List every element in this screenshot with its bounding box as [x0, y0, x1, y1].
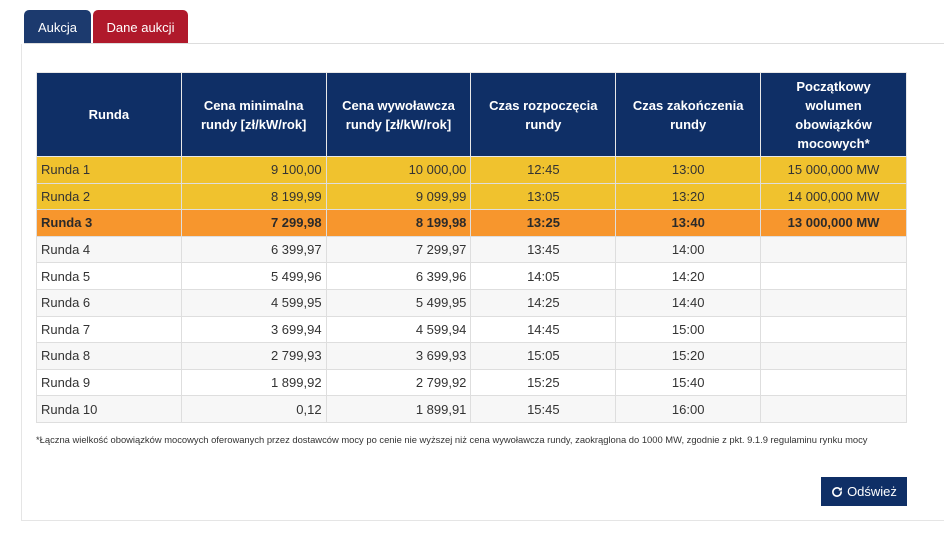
cell-wolumen: 14 000,000 MW	[760, 182, 907, 211]
cell-wolumen	[760, 342, 907, 370]
cell-runda: Runda 1	[36, 156, 182, 184]
refresh-button-label: Odśwież	[847, 484, 897, 499]
cell-cena-minimalna: 0,12	[180, 395, 327, 423]
cell-cena-wywolawcza: 5 499,95	[325, 288, 472, 317]
cell-cena-minimalna: 4 599,95	[180, 288, 327, 317]
cell-runda: Runda 6	[36, 288, 182, 317]
cell-czas-zakonczenia: 13:40	[615, 209, 762, 237]
header-runda: Runda	[36, 72, 182, 157]
cell-czas-zakonczenia: 15:20	[615, 342, 762, 370]
cell-cena-minimalna: 8 199,99	[180, 182, 327, 211]
cell-cena-wywolawcza: 4 599,94	[325, 315, 472, 344]
cell-czas-rozpoczecia: 14:05	[470, 262, 617, 290]
tab-aukcja[interactable]: Aukcja	[24, 10, 91, 44]
cell-wolumen	[760, 235, 907, 264]
cell-cena-minimalna: 1 899,92	[180, 368, 327, 397]
cell-czas-rozpoczecia: 14:45	[470, 315, 617, 344]
cell-cena-minimalna: 5 499,96	[180, 262, 327, 290]
cell-cena-wywolawcza: 7 299,97	[325, 235, 472, 264]
cell-czas-zakonczenia: 15:40	[615, 368, 762, 397]
tab-dane-aukcji[interactable]: Dane aukcji	[93, 10, 188, 44]
tab-bar: Aukcja Dane aukcji	[24, 10, 188, 44]
cell-czas-zakonczenia: 13:20	[615, 182, 762, 211]
cell-cena-wywolawcza: 8 199,98	[325, 209, 472, 237]
cell-czas-rozpoczecia: 12:45	[470, 156, 617, 184]
cell-wolumen	[760, 262, 907, 290]
cell-wolumen: 13 000,000 MW	[760, 209, 907, 237]
cell-czas-rozpoczecia: 14:25	[470, 288, 617, 317]
cell-czas-rozpoczecia: 13:45	[470, 235, 617, 264]
cell-czas-rozpoczecia: 13:05	[470, 182, 617, 211]
cell-czas-zakonczenia: 14:00	[615, 235, 762, 264]
cell-runda: Runda 9	[36, 368, 182, 397]
cell-czas-zakonczenia: 14:40	[615, 288, 762, 317]
content-panel	[21, 44, 944, 521]
cell-czas-zakonczenia: 15:00	[615, 315, 762, 344]
header-czas-zakonczenia: Czas zakończenia rundy	[615, 72, 762, 157]
cell-cena-wywolawcza: 9 099,99	[325, 182, 472, 211]
cell-czas-rozpoczecia: 15:25	[470, 368, 617, 397]
cell-cena-wywolawcza: 2 799,92	[325, 368, 472, 397]
cell-wolumen	[760, 395, 907, 423]
cell-czas-zakonczenia: 16:00	[615, 395, 762, 423]
cell-runda: Runda 4	[36, 235, 182, 264]
cell-cena-wywolawcza: 3 699,93	[325, 342, 472, 370]
cell-runda: Runda 2	[36, 182, 182, 211]
cell-cena-wywolawcza: 1 899,91	[325, 395, 472, 423]
cell-runda: Runda 5	[36, 262, 182, 290]
cell-wolumen	[760, 288, 907, 317]
cell-wolumen	[760, 315, 907, 344]
cell-cena-wywolawcza: 6 399,96	[325, 262, 472, 290]
cell-runda: Runda 3	[36, 209, 182, 237]
cell-runda: Runda 8	[36, 342, 182, 370]
tab-divider	[24, 43, 944, 44]
cell-cena-minimalna: 6 399,97	[180, 235, 327, 264]
header-poczatkowy-wolumen: Początkowy wolumen obowiązków mocowych*	[760, 72, 907, 157]
refresh-button[interactable]: Odśwież	[821, 477, 907, 506]
cell-runda: Runda 7	[36, 315, 182, 344]
cell-cena-minimalna: 3 699,94	[180, 315, 327, 344]
header-cena-minimalna: Cena minimalna rundy [zł/kW/rok]	[180, 72, 327, 157]
cell-czas-rozpoczecia: 15:05	[470, 342, 617, 370]
cell-cena-minimalna: 7 299,98	[180, 209, 327, 237]
cell-wolumen: 15 000,000 MW	[760, 156, 907, 184]
cell-cena-minimalna: 2 799,93	[180, 342, 327, 370]
cell-runda: Runda 10	[36, 395, 182, 423]
cell-czas-rozpoczecia: 13:25	[470, 209, 617, 237]
table-row: Runda 10 0,12 1 899,91 15:45 16:00	[36, 395, 907, 423]
cell-czas-zakonczenia: 14:20	[615, 262, 762, 290]
table-header-row: Runda Cena minimalna rundy [zł/kW/rok] C…	[36, 72, 907, 157]
cell-czas-zakonczenia: 13:00	[615, 156, 762, 184]
header-czas-rozpoczecia: Czas rozpoczęcia rundy	[470, 72, 617, 157]
cell-wolumen	[760, 368, 907, 397]
cell-cena-wywolawcza: 10 000,00	[325, 156, 472, 184]
refresh-icon	[832, 486, 843, 497]
cell-cena-minimalna: 9 100,00	[180, 156, 327, 184]
cell-czas-rozpoczecia: 15:45	[470, 395, 617, 423]
rounds-table: Runda Cena minimalna rundy [zł/kW/rok] C…	[36, 72, 907, 423]
header-cena-wywolawcza: Cena wywoławcza rundy [zł/kW/rok]	[325, 72, 472, 157]
footnote: *Łączna wielkość obowiązków mocowych ofe…	[36, 434, 868, 445]
